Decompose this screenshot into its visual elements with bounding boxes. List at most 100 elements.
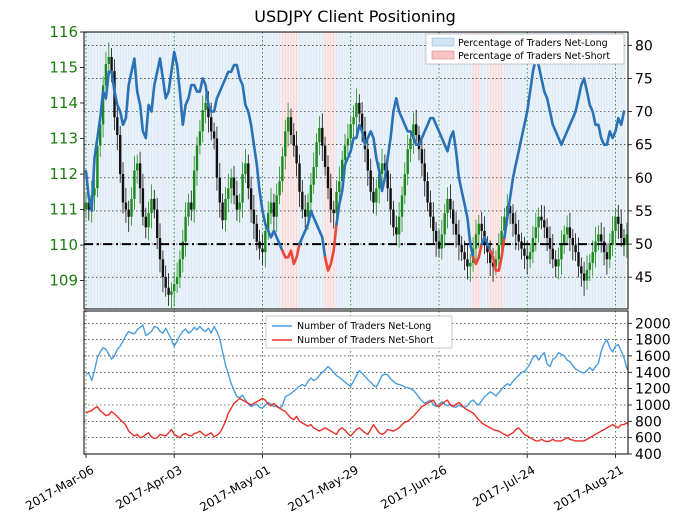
candle-body: [511, 213, 515, 224]
net-short-segment: [323, 222, 338, 272]
left-tick-label: 113: [49, 130, 78, 148]
candle-body: [335, 191, 338, 214]
candle-body: [147, 213, 150, 228]
candle-body: [264, 230, 267, 253]
candle-body: [184, 216, 187, 242]
candle-body: [460, 245, 463, 253]
candle-body: [605, 252, 609, 260]
candle-body: [329, 188, 332, 210]
candle-body: [292, 135, 295, 146]
candle-body: [557, 259, 560, 267]
net-long-count-line: [85, 324, 628, 409]
top-panel-frame: [83, 31, 629, 310]
count-tick-label: 1400: [635, 365, 671, 381]
candle-body: [446, 198, 449, 214]
candle-body: [153, 198, 156, 210]
count-tick-label: 800: [635, 414, 662, 430]
candle-body: [170, 291, 173, 295]
candle-body: [489, 252, 492, 263]
candle-body: [400, 195, 404, 217]
candle-body: [494, 259, 498, 267]
candle-body: [491, 262, 495, 267]
bottom-legend: Number of Traders Net-Long Number of Tra…: [265, 315, 453, 349]
candle-body: [466, 259, 469, 267]
candle-body: [500, 230, 503, 246]
left-tick-label: 111: [49, 201, 78, 219]
candle-body: [420, 149, 424, 164]
candle-body: [591, 252, 594, 263]
right-tick-label: 80: [635, 38, 653, 54]
candle-body: [210, 117, 213, 132]
candle-body: [463, 252, 466, 260]
x-tick-label: 2017-Jul-24: [470, 463, 537, 510]
candle-body: [124, 202, 128, 210]
net-long-swatch: [431, 37, 455, 47]
candle-body: [332, 209, 335, 214]
candle-body: [295, 145, 298, 164]
right-tick-label: 55: [635, 204, 653, 220]
candle-body: [443, 213, 446, 235]
candle-body: [540, 216, 543, 221]
candle-body: [597, 234, 600, 242]
candle-body: [298, 163, 301, 192]
candle-body: [469, 262, 472, 267]
candle-body: [96, 145, 99, 189]
candle-body: [537, 216, 540, 228]
right-tick-label: 65: [635, 138, 653, 154]
count-tick-label: 600: [635, 431, 662, 447]
legend-net-long-percentage: Percentage of Traders Net-Long: [458, 38, 608, 49]
top-legend: Percentage of Traders Net-Long Percentag…: [425, 33, 625, 65]
candle-body: [577, 252, 580, 267]
candle-body: [164, 277, 167, 288]
candle-body: [150, 198, 153, 214]
candle-body: [261, 248, 264, 253]
count-tick-label: 1600: [635, 349, 671, 365]
candle-body: [321, 127, 324, 146]
candle-body: [434, 230, 438, 242]
candle-body: [343, 145, 347, 160]
candle-body: [284, 131, 287, 157]
x-tick-label: 2017-May-01: [197, 463, 272, 515]
candle-body: [480, 223, 483, 231]
count-tick-label: 400: [635, 447, 662, 463]
candle-body: [375, 188, 378, 203]
candle-body: [119, 135, 122, 175]
candle-body: [215, 138, 219, 178]
candle-body: [554, 259, 557, 267]
candle-body: [457, 234, 461, 246]
candle-body: [574, 245, 577, 253]
right-tick-label: 60: [635, 171, 653, 187]
candle-body: [318, 127, 321, 143]
candle-body: [116, 117, 119, 135]
net-short-segment: [488, 236, 506, 272]
top-panel: 116 115 114 113 112 111 110 109 80 75 70 65 60 55 50 4…: [49, 23, 653, 310]
candle-body: [289, 117, 293, 135]
candle-body: [107, 56, 110, 64]
count-tick-label: 1000: [635, 398, 671, 414]
count-tick-label: 2000: [635, 316, 671, 332]
right-tick-label: 50: [635, 237, 653, 253]
candle-body: [224, 198, 227, 221]
candle-body: [104, 64, 108, 86]
candle-body: [204, 103, 207, 111]
left-tick-label: 115: [49, 59, 78, 77]
candle-body: [167, 287, 170, 295]
candle-body: [130, 198, 133, 217]
candle-body: [338, 181, 341, 192]
candle-body: [304, 209, 307, 217]
candle-body: [617, 216, 620, 224]
candle-body: [611, 230, 614, 246]
positioning-line: [84, 50, 626, 272]
candle-body: [486, 245, 489, 253]
candle-body: [608, 245, 611, 260]
candle-body: [244, 163, 247, 175]
candle-body: [477, 223, 480, 235]
candle-body: [406, 149, 409, 175]
candle-body: [121, 174, 125, 203]
candle-body: [508, 206, 512, 214]
candle-body: [372, 191, 375, 203]
candle-body: [349, 124, 352, 139]
candle-body: [429, 202, 432, 217]
candle-body: [523, 248, 526, 256]
left-tick-label: 109: [49, 272, 78, 290]
